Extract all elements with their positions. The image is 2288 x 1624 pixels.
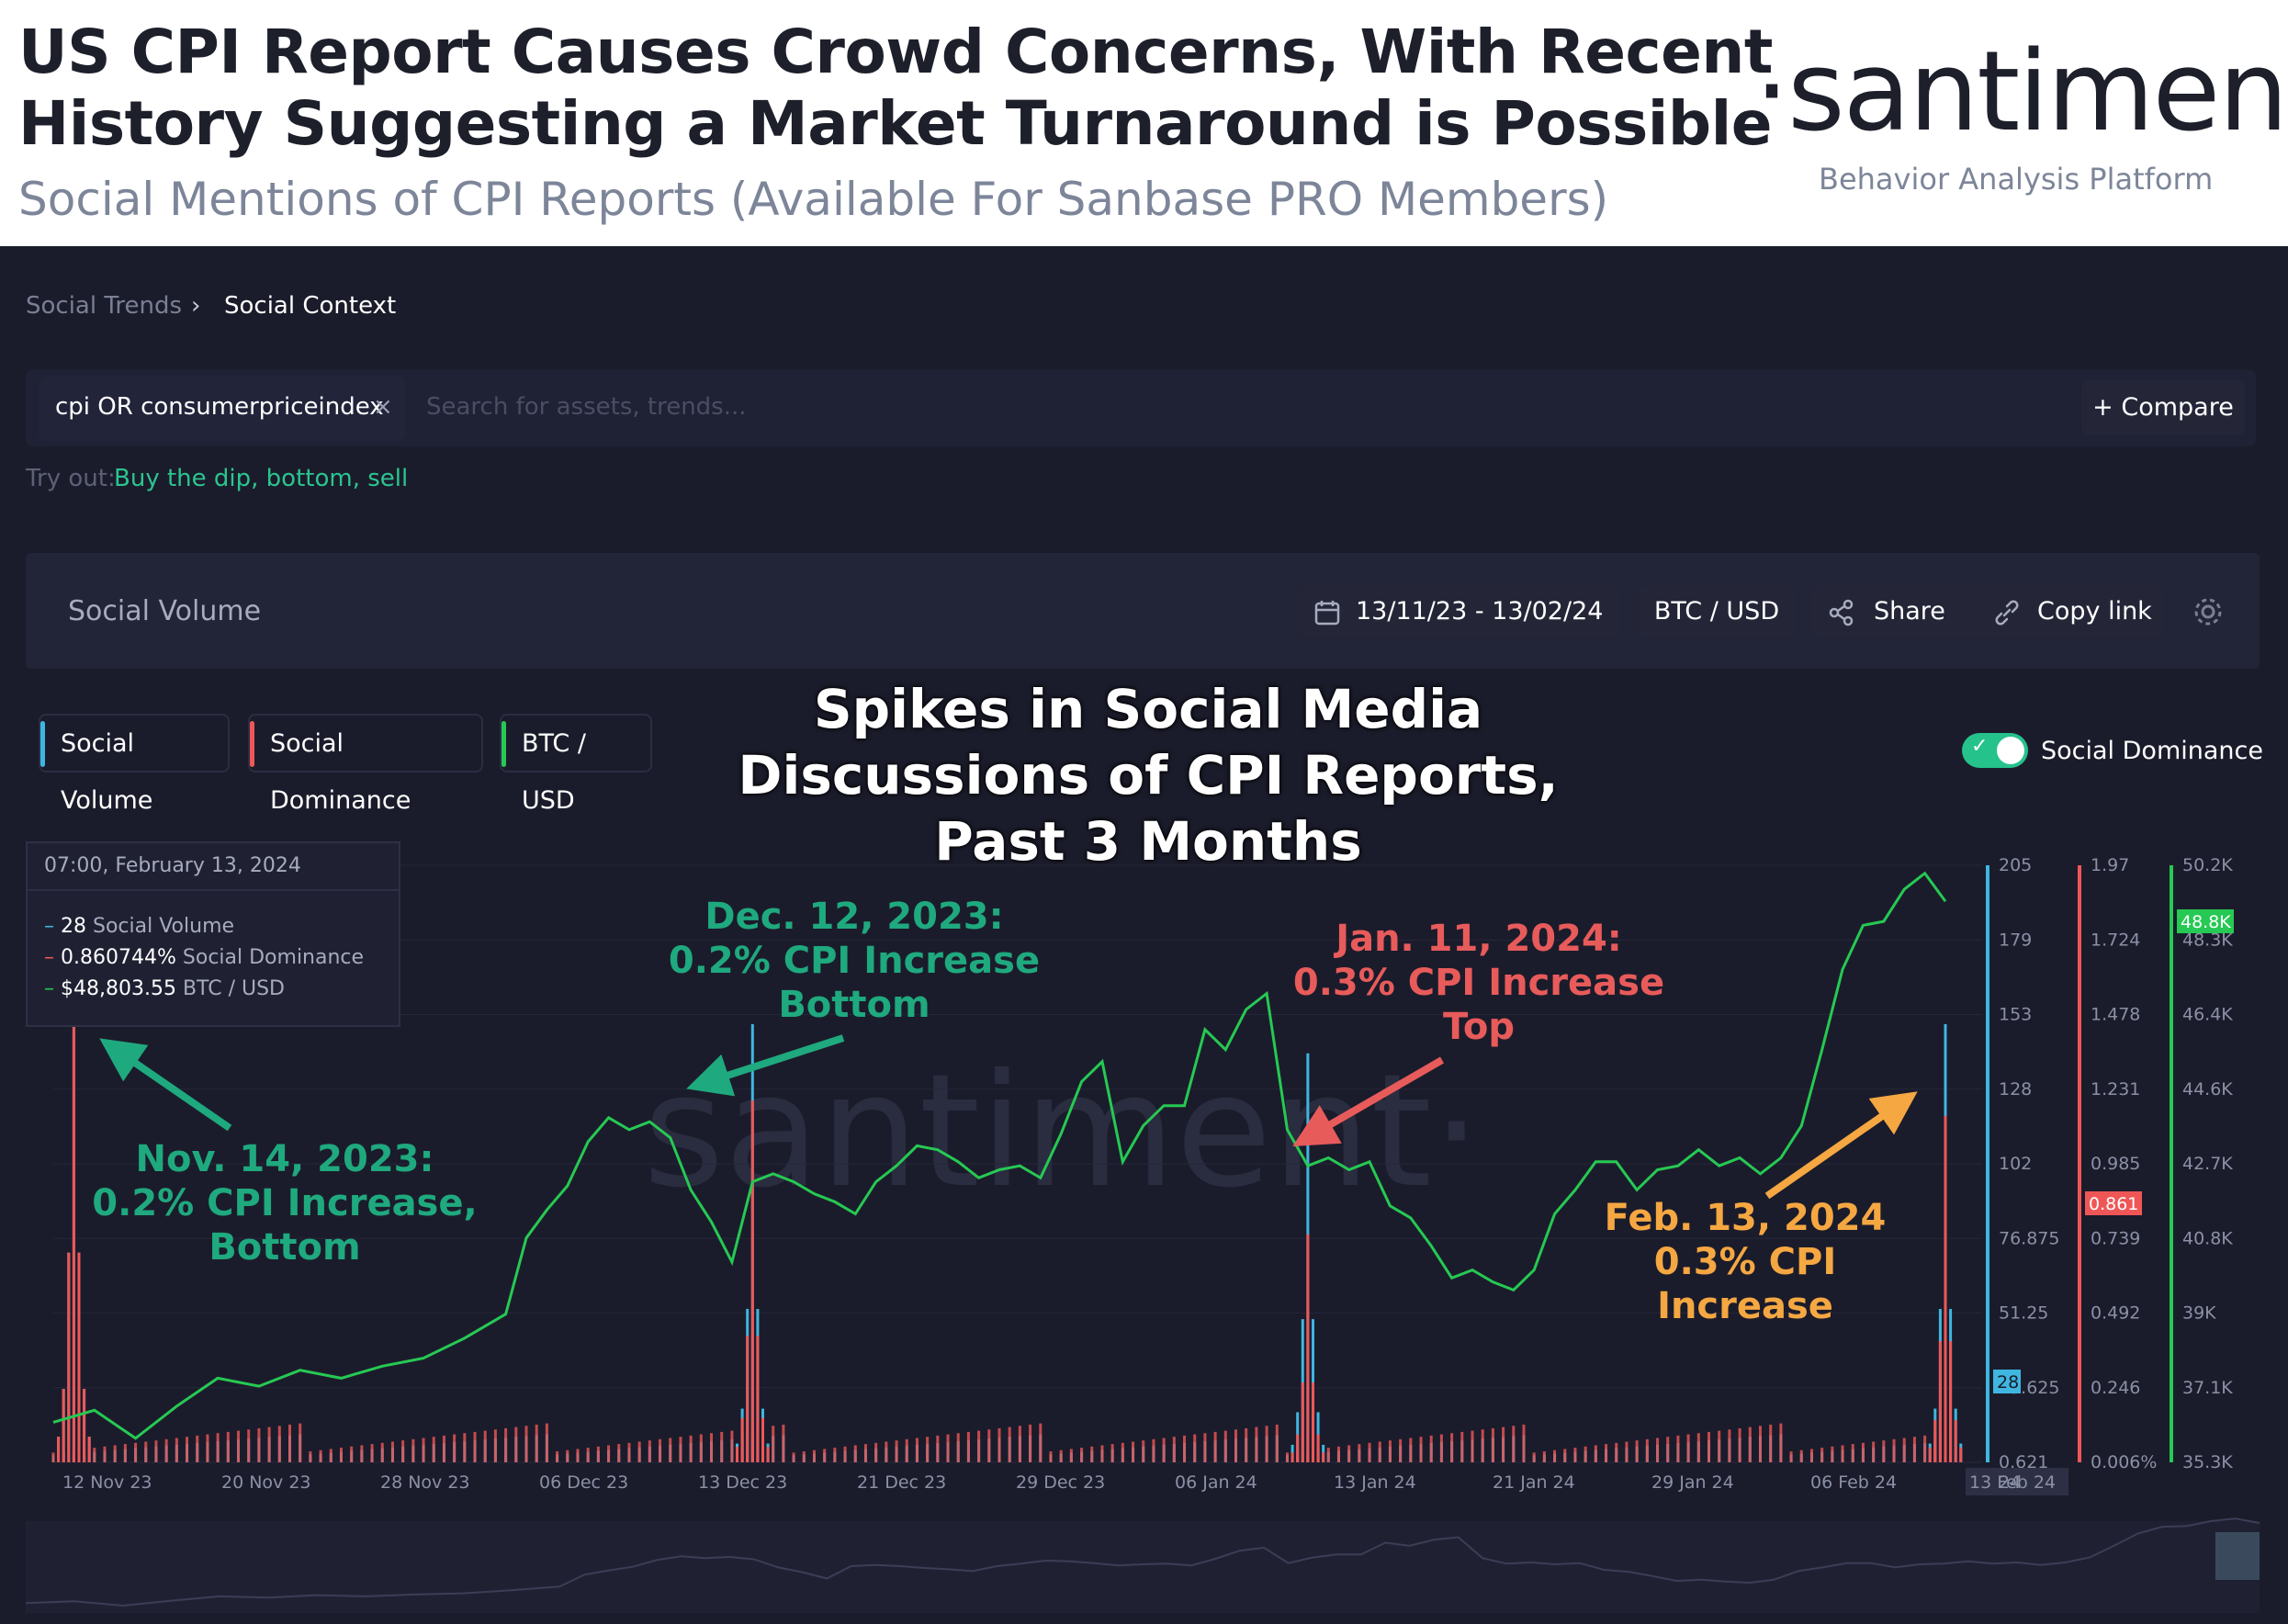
y-axis-btc-tick: 46.4K: [2182, 1005, 2233, 1025]
share-label: Share: [1874, 597, 1945, 626]
legend-swatch: [40, 721, 45, 767]
y-axis-volume-tick: 205: [1999, 855, 2032, 875]
y-axis-volume-tick: 153: [1999, 1005, 2032, 1025]
y-axis-btc-tick: 37.1K: [2182, 1378, 2233, 1398]
legend-btc-usd[interactable]: BTC / USD: [500, 714, 652, 773]
santiment-logo: ·santiment·: [1754, 33, 2288, 152]
page-subtitle: Social Mentions of CPI Reports (Availabl…: [18, 171, 1608, 228]
y-axis-dominance-tick: 0.985: [2091, 1154, 2140, 1174]
panel-title: Social Volume: [68, 595, 261, 627]
y-axis-dominance-tick: 0.492: [2091, 1303, 2140, 1324]
y-axis-dominance-tick: 1.97: [2091, 855, 2129, 875]
y-axis-btc-tick: 50.2K: [2182, 855, 2233, 875]
y-axis-btc-tick: 44.6K: [2182, 1079, 2233, 1100]
y-axis-volume-tick: 76.875: [1999, 1228, 2059, 1248]
x-tick: 06 Jan 24: [1175, 1472, 1257, 1493]
annotation-nov: Nov. 14, 2023: 0.2% CPI Increase, Bottom: [83, 1137, 487, 1269]
tooltip-value: 28: [61, 915, 86, 938]
date-range-label: 13/11/23 - 13/02/24: [1356, 597, 1603, 626]
x-tick: 13 Dec 23: [698, 1472, 787, 1493]
x-tick: 29 Dec 23: [1016, 1472, 1105, 1493]
tooltip-value: $48,803.55: [61, 977, 176, 1000]
y-axis-dominance-tick: 1.478: [2091, 1005, 2140, 1025]
legend-social-dominance[interactable]: Social Dominance: [248, 714, 483, 773]
breadcrumb-parent[interactable]: Social Trends: [26, 292, 182, 320]
search-chip[interactable]: cpi OR consumerpriceindex ×: [39, 377, 406, 441]
copy-link-button[interactable]: Copy link: [1977, 586, 2164, 637]
share-button[interactable]: Share: [1811, 586, 1999, 637]
toggle-knob: [1997, 737, 2024, 764]
copy-link-label: Copy link: [2037, 597, 2152, 626]
calendar-icon: [1313, 599, 1341, 626]
tooltip-label: BTC / USD: [183, 977, 285, 1000]
legend-social-volume[interactable]: Social Volume: [39, 714, 230, 773]
y-axis-dominance-tick: 0.006%: [2091, 1452, 2157, 1472]
y-axis-btc-tick: 40.8K: [2182, 1228, 2233, 1248]
y-axis-dominance-tick: 1.231: [2091, 1079, 2140, 1100]
y-axis-dominance-tick: 1.724: [2091, 930, 2140, 950]
legend-swatch: [250, 721, 254, 767]
toggle-label: Social Dominance: [2041, 737, 2263, 765]
y-axis-volume-tick: 128: [1999, 1079, 2032, 1100]
navigator-handle[interactable]: [2215, 1532, 2260, 1580]
y-axis-btc-tick: 42.7K: [2182, 1154, 2233, 1174]
tooltip-divider: [28, 889, 399, 891]
x-tick: 28 Nov 23: [380, 1472, 470, 1493]
navigator[interactable]: [26, 1521, 2260, 1613]
legend-label: Social Volume: [61, 729, 152, 815]
social-dominance-toggle[interactable]: ✓: [1962, 733, 2028, 768]
x-tick: 20 Nov 23: [221, 1472, 311, 1493]
breadcrumb-current: Social Context: [224, 292, 396, 320]
search-input[interactable]: Search for assets, trends...: [426, 393, 747, 421]
share-icon: [1828, 599, 1855, 626]
headline-annotation: Spikes in Social Media Discussions of CP…: [735, 676, 1561, 874]
x-tick: 29 Jan 24: [1651, 1472, 1734, 1493]
x-tick: 06 Dec 23: [539, 1472, 628, 1493]
x-tick: 06 Feb 24: [1810, 1472, 1897, 1493]
y-axis-volume-current-value: 28: [1997, 1372, 2019, 1393]
close-icon[interactable]: ×: [373, 393, 393, 421]
tryout-links[interactable]: Buy the dip, bottom, sell: [114, 465, 408, 492]
page-title: US CPI Report Causes Crowd Concerns, Wit…: [18, 17, 1773, 160]
y-axis-dominance-current-value: 0.861: [2089, 1194, 2138, 1214]
tooltip-row-btc: – $48,803.55 BTC / USD: [44, 977, 285, 1000]
link-icon: [1993, 599, 2021, 626]
y-axis-btc-tick: 35.3K: [2182, 1452, 2233, 1472]
annotation-dec: Dec. 12, 2023: 0.2% CPI Increase Bottom: [661, 895, 1047, 1027]
y-axis-volume-tick: 102: [1999, 1154, 2032, 1174]
x-tick: 24: [1999, 1472, 2021, 1493]
x-tick: 13 Jan 24: [1334, 1472, 1416, 1493]
tryout-label: Try out:: [26, 465, 116, 492]
tooltip-value: 0.860744%: [61, 946, 176, 969]
breadcrumb-separator: ›: [191, 292, 200, 320]
gear-icon[interactable]: [2192, 595, 2225, 628]
y-axis-dominance-tick: 0.739: [2091, 1228, 2140, 1248]
y-axis-btc-current-value: 48.8K: [2181, 912, 2231, 932]
y-axis-btc-tick: 39K: [2182, 1303, 2216, 1324]
y-axis-dominance-tick: 0.246: [2091, 1378, 2140, 1398]
x-tick: 21 Jan 24: [1493, 1472, 1575, 1493]
tooltip: 07:00, February 13, 2024 – 28 Social Vol…: [26, 841, 400, 1027]
annotation-jan: Jan. 11, 2024: 0.3% CPI Increase Top: [1286, 917, 1672, 1049]
chip-label: cpi OR consumerpriceindex: [55, 393, 384, 421]
x-tick: 12 Nov 23: [62, 1472, 152, 1493]
tooltip-row-volume: – 28 Social Volume: [44, 915, 234, 938]
check-icon: ✓: [1971, 735, 1988, 758]
x-tick: 21 Dec 23: [857, 1472, 946, 1493]
pair-button[interactable]: BTC / USD: [1639, 586, 1795, 637]
tooltip-label: Social Dominance: [183, 946, 364, 969]
logo-tagline: Behavior Analysis Platform: [1819, 162, 2213, 197]
legend-label: Social Dominance: [270, 729, 411, 815]
annotation-feb: Feb. 13, 2024 0.3% CPI Increase: [1561, 1196, 1929, 1328]
legend-swatch: [502, 721, 506, 767]
y-axis-volume-tick: 51.25: [1999, 1303, 2048, 1324]
compare-button[interactable]: + Compare: [2081, 380, 2245, 435]
tooltip-label: Social Volume: [93, 915, 234, 938]
y-axis-volume-tick: 179: [1999, 930, 2032, 950]
tooltip-date: 07:00, February 13, 2024: [44, 854, 301, 877]
date-range-button[interactable]: 13/11/23 - 13/02/24: [1297, 586, 1620, 637]
tooltip-row-dominance: – 0.860744% Social Dominance: [44, 946, 364, 969]
